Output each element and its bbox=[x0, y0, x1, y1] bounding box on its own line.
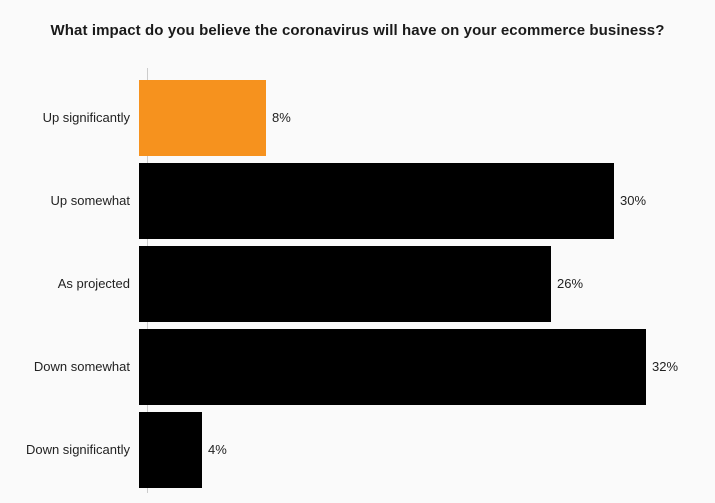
value-label: 32% bbox=[652, 359, 679, 374]
bar-track: 4% bbox=[139, 411, 715, 488]
bar bbox=[139, 162, 614, 239]
bar-track: 26% bbox=[139, 245, 715, 322]
bar bbox=[139, 328, 646, 405]
bar-row: Up somewhat 30% bbox=[0, 159, 715, 242]
value-label: 8% bbox=[272, 110, 291, 125]
bar bbox=[139, 245, 551, 322]
value-label: 26% bbox=[557, 276, 584, 291]
bar-track: 32% bbox=[139, 328, 715, 405]
category-label: Down somewhat bbox=[33, 359, 130, 374]
value-label: 30% bbox=[620, 193, 647, 208]
bar-chart: Up significantly 8% Up somewhat 30% As proje… bbox=[0, 68, 715, 493]
bar-row: Down significantly 4% bbox=[0, 408, 715, 491]
bar-row: As projected 26% bbox=[0, 242, 715, 325]
bar-row: Up significantly 8% bbox=[0, 76, 715, 159]
bar-track: 30% bbox=[139, 162, 715, 239]
value-label: 4% bbox=[208, 442, 227, 457]
category-label: Up significantly bbox=[42, 110, 130, 125]
category-label: Up somewhat bbox=[50, 193, 130, 208]
bar bbox=[139, 79, 266, 156]
category-label: Down significantly bbox=[25, 442, 130, 457]
bar-track: 8% bbox=[139, 79, 715, 156]
chart-title: What impact do you believe the coronavir… bbox=[50, 22, 665, 39]
bar bbox=[139, 411, 202, 488]
bar-row: Down somewhat 32% bbox=[0, 325, 715, 408]
category-label: As projected bbox=[57, 276, 130, 291]
